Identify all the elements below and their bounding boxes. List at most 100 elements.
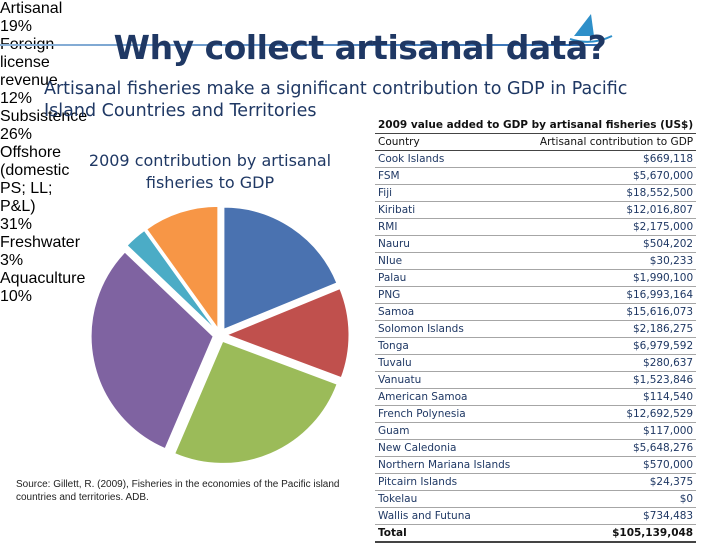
column-header: Artisanal contribution to GDP (524, 133, 697, 151)
gdp-value: $12,692,529 (524, 405, 697, 423)
country: Vanuatu (375, 371, 525, 389)
table-row: NIue $30,233 (375, 252, 697, 270)
country: RMI (375, 218, 525, 236)
slice-name: Aquaculture (0, 270, 86, 287)
pie-slice (126, 229, 216, 331)
table-row: Pitcairn Islands $24,375 (375, 473, 697, 491)
table-row: Tonga $6,979,592 (375, 337, 697, 355)
table-row: Palau $1,990,100 (375, 269, 697, 287)
table-row: Fiji $18,552,500 (375, 184, 697, 202)
slice-name: Offshore (domestic PS; LL; P&L) (0, 144, 70, 215)
slice-name: Subsistence (0, 108, 88, 125)
table-row: Tuvalu $280,637 (375, 354, 697, 372)
header-rule (0, 44, 600, 46)
country: Samoa (375, 303, 525, 321)
pie-slice (146, 205, 219, 330)
gdp-value: $2,186,275 (524, 320, 697, 338)
slice-value: 26% (0, 126, 33, 143)
slice-value: 19% (0, 18, 33, 35)
slice-label: Foreign license revenue 12% (0, 36, 80, 108)
pie-slice (225, 287, 350, 379)
table-row: Guam $117,000 (375, 422, 697, 440)
gdp-value: $12,016,807 (524, 201, 697, 219)
gdp-value: $734,483 (524, 507, 697, 525)
table-row: Cook Islands $669,118 (375, 150, 697, 168)
table-caption-row: 2009 value added to GDP by artisanal fis… (375, 117, 697, 134)
country: Tokelau (375, 490, 525, 508)
country: Cook Islands (375, 150, 525, 168)
gdp-value: $5,648,276 (524, 439, 697, 457)
table-header-row: Country Artisanal contribution to GDP (375, 133, 697, 151)
gdp-value: $1,990,100 (524, 269, 697, 287)
column-header: Country (375, 133, 525, 151)
total-label: Total (375, 524, 525, 543)
table-row: FSM $5,670,000 (375, 167, 697, 185)
gdp-value: $30,233 (524, 252, 697, 270)
country: Tuvalu (375, 354, 525, 372)
country: American Samoa (375, 388, 525, 406)
gdp-value: $669,118 (524, 150, 697, 168)
country: NIue (375, 252, 525, 270)
table-row: Solomon Islands $2,186,275 (375, 320, 697, 338)
table-row: PNG $16,993,164 (375, 286, 697, 304)
source-note: Source: Gillett, R. (2009), Fisheries in… (16, 479, 340, 503)
table-row: Wallis and Futuna $734,483 (375, 507, 697, 525)
slice-name: Foreign license revenue (0, 36, 58, 89)
table-row: Tokelau $0 (375, 490, 697, 508)
country: Tonga (375, 337, 525, 355)
slide-title: Why collect artisanal data? (113, 28, 607, 67)
slice-name: Artisanal (0, 0, 63, 17)
gdp-value: $2,175,000 (524, 218, 697, 236)
slice-label: Subsistence 26% (0, 108, 88, 144)
gdp-value: $0 (524, 490, 697, 508)
table-row: Kiribati $12,016,807 (375, 201, 697, 219)
table-row: RMI $2,175,000 (375, 218, 697, 236)
slice-label: Artisanal 19% (0, 0, 80, 36)
country: Solomon Islands (375, 320, 525, 338)
gdp-value: $5,670,000 (524, 167, 697, 185)
slice-value: 3% (0, 252, 24, 269)
gdp-value: $117,000 (524, 422, 697, 440)
logo-wave (569, 35, 613, 43)
gdp-value: $114,540 (524, 388, 697, 406)
country: Fiji (375, 184, 525, 202)
gdp-value: $24,375 (524, 473, 697, 491)
pie-slice (90, 251, 214, 450)
country: PNG (375, 286, 525, 304)
table-row: New Caledonia $5,648,276 (375, 439, 697, 457)
country: FSM (375, 167, 525, 185)
slice-label: Aquaculture 10% (0, 270, 86, 306)
logo (569, 14, 613, 43)
slice-value: 10% (0, 288, 33, 305)
country: Palau (375, 269, 525, 287)
table-row: Nauru $504,202 (375, 235, 697, 253)
gdp-value: $15,616,073 (524, 303, 697, 321)
country: Guam (375, 422, 525, 440)
logo-sail (574, 14, 594, 36)
country: Wallis and Futuna (375, 507, 525, 525)
slice-label: Offshore (domestic PS; LL; P&L) 31% (0, 144, 80, 234)
gdp-value: $16,993,164 (524, 286, 697, 304)
gdp-value: $1,523,846 (524, 371, 697, 389)
gdp-value: $18,552,500 (524, 184, 697, 202)
table-row: Samoa $15,616,073 (375, 303, 697, 321)
gdp-value: $570,000 (524, 456, 697, 474)
pie-chart (90, 205, 350, 464)
gdp-value: $6,979,592 (524, 337, 697, 355)
table-row: Vanuatu $1,523,846 (375, 371, 697, 389)
slice-value: 31% (0, 216, 33, 233)
country: Nauru (375, 235, 525, 253)
country: New Caledonia (375, 439, 525, 457)
total-value: $105,139,048 (524, 524, 697, 543)
table-row: Northern Mariana Islands $570,000 (375, 456, 697, 474)
pie-slice (174, 340, 338, 464)
table-row: French Polynesia $12,692,529 (375, 405, 697, 423)
chart-title: 2009 contribution by artisanal fisheries… (88, 151, 332, 192)
country: French Polynesia (375, 405, 525, 423)
gdp-table: 2009 value added to GDP by artisanal fis… (375, 117, 697, 543)
country: Northern Mariana Islands (375, 456, 525, 474)
slice-value: 12% (0, 90, 33, 107)
country: Kiribati (375, 201, 525, 219)
